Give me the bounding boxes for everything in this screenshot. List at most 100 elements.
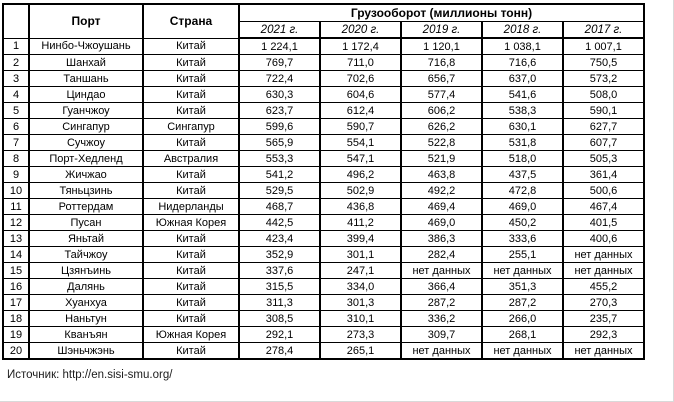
- value-cell-2017: 400,6: [562, 230, 645, 247]
- value-cell-2021: 423,4: [238, 230, 321, 247]
- value-cell-2018: 716,6: [481, 54, 564, 71]
- value-cell-2020: 411,2: [319, 214, 402, 231]
- rank-cell: 1: [2, 37, 30, 55]
- value-cell-2019: 282,4: [400, 246, 483, 263]
- value-cell-2020: 247,1: [319, 262, 402, 279]
- country-cell: Австралия: [142, 150, 240, 167]
- country-cell: Китай: [142, 37, 240, 55]
- table-row: 3 Таншань Китай 722,4 702,6 656,7 637,0 573,2: [2, 70, 645, 87]
- table-row: 11 Роттердам Нидерланды 468,7 436,8 469,4 469,…: [2, 198, 645, 215]
- port-cell: Нинбо-Чжоушань: [28, 37, 144, 55]
- value-cell-2020: 436,8: [319, 198, 402, 215]
- table-body: 1 Нинбо-Чжоушань Китай 1 224,1 1 172,4 1 120,…: [2, 37, 645, 360]
- rank-cell: 12: [2, 214, 30, 231]
- rank-cell: 20: [2, 342, 30, 360]
- value-cell-2018: 266,0: [481, 310, 564, 327]
- table-row: 17 Хуанхуа Китай 311,3 301,3 287,2 287,2 270,3: [2, 294, 645, 311]
- column-header-cargo-group: Грузооборот (миллионы тонн): [238, 3, 645, 22]
- value-cell-2020: 711,0: [319, 54, 402, 71]
- value-cell-2019: 656,7: [400, 70, 483, 87]
- table-row: 16 Далянь Китай 315,5 334,0 366,4 351,3 455,2: [2, 278, 645, 295]
- country-cell: Китай: [142, 54, 240, 71]
- port-cell: Жичжао: [28, 166, 144, 183]
- value-cell-2019: 309,7: [400, 326, 483, 343]
- value-cell-2020: 301,1: [319, 246, 402, 263]
- country-cell: Китай: [142, 278, 240, 295]
- value-cell-2020: 554,1: [319, 134, 402, 151]
- value-cell-2021: 308,5: [238, 310, 321, 327]
- value-cell-2021: 623,7: [238, 102, 321, 119]
- country-cell: Китай: [142, 182, 240, 199]
- value-cell-2021: 311,3: [238, 294, 321, 311]
- column-header-year-2018: 2018 г.: [481, 21, 564, 39]
- column-header-rank: [2, 3, 30, 39]
- value-cell-2018: 268,1: [481, 326, 564, 343]
- country-cell: Китай: [142, 342, 240, 360]
- rank-cell: 7: [2, 134, 30, 151]
- value-cell-2017: 1 007,1: [562, 37, 645, 55]
- port-cell: Цзянъинь: [28, 262, 144, 279]
- rank-cell: 6: [2, 118, 30, 135]
- port-cell: Наньтун: [28, 310, 144, 327]
- value-cell-2019: 492,2: [400, 182, 483, 199]
- value-cell-2017: 750,5: [562, 54, 645, 71]
- value-cell-2020: 604,6: [319, 86, 402, 103]
- value-cell-2019: 521,9: [400, 150, 483, 167]
- port-cell: Кванъян: [28, 326, 144, 343]
- table-row: 13 Яньтай Китай 423,4 399,4 386,3 333,6 400,6: [2, 230, 645, 247]
- table-row: 5 Гуанчжоу Китай 623,7 612,4 606,2 538,3 590,1: [2, 102, 645, 119]
- column-header-year-2020: 2020 г.: [319, 21, 402, 39]
- table-row: 12 Пусан Южная Корея 442,5 411,2 469,0 450,2 40…: [2, 214, 645, 231]
- value-cell-2018: 538,3: [481, 102, 564, 119]
- table-row: 15 Цзянъинь Китай 337,6 247,1 нет данных нет д…: [2, 262, 645, 279]
- value-cell-2017: 361,4: [562, 166, 645, 183]
- table-row: 4 Циндао Китай 630,3 604,6 577,4 541,6 508,0: [2, 86, 645, 103]
- table-row: 1 Нинбо-Чжоушань Китай 1 224,1 1 172,4 1 120,…: [2, 37, 645, 55]
- value-cell-2017: нет данных: [562, 246, 645, 263]
- value-cell-2018: нет данных: [481, 262, 564, 279]
- value-cell-2017: 467,4: [562, 198, 645, 215]
- column-header-country: Страна: [142, 3, 240, 39]
- country-cell: Китай: [142, 86, 240, 103]
- rank-cell: 11: [2, 198, 30, 215]
- value-cell-2017: 235,7: [562, 310, 645, 327]
- value-cell-2017: 590,1: [562, 102, 645, 119]
- value-cell-2017: 627,7: [562, 118, 645, 135]
- value-cell-2019: нет данных: [400, 262, 483, 279]
- country-cell: Южная Корея: [142, 214, 240, 231]
- value-cell-2019: 336,2: [400, 310, 483, 327]
- value-cell-2019: 463,8: [400, 166, 483, 183]
- port-cell: Яньтай: [28, 230, 144, 247]
- table-header: Порт Страна Грузооборот (миллионы тонн) …: [2, 3, 645, 39]
- value-cell-2017: нет данных: [562, 342, 645, 360]
- port-cell: Тяньцзинь: [28, 182, 144, 199]
- country-cell: Сингапур: [142, 118, 240, 135]
- table-row: 14 Тайчжоу Китай 352,9 301,1 282,4 255,1 нет да…: [2, 246, 645, 263]
- value-cell-2021: 553,3: [238, 150, 321, 167]
- table-row: 8 Порт-Хедленд Австралия 553,3 547,1 521,9 518…: [2, 150, 645, 167]
- value-cell-2018: 541,6: [481, 86, 564, 103]
- value-cell-2021: 278,4: [238, 342, 321, 360]
- rank-cell: 16: [2, 278, 30, 295]
- column-header-year-2017: 2017 г.: [562, 21, 645, 39]
- table-row: 7 Сучжоу Китай 565,9 554,1 522,8 531,8 607,7: [2, 134, 645, 151]
- value-cell-2018: 287,2: [481, 294, 564, 311]
- column-header-year-2021: 2021 г.: [238, 21, 321, 39]
- value-cell-2018: 531,8: [481, 134, 564, 151]
- country-cell: Китай: [142, 166, 240, 183]
- value-cell-2021: 1 224,1: [238, 37, 321, 55]
- value-cell-2019: 522,8: [400, 134, 483, 151]
- country-cell: Китай: [142, 102, 240, 119]
- value-cell-2020: 273,3: [319, 326, 402, 343]
- column-header-year-2019: 2019 г.: [400, 21, 483, 39]
- table-row: 19 Кванъян Южная Корея 292,1 273,3 309,7 268,1…: [2, 326, 645, 343]
- port-cell: Далянь: [28, 278, 144, 295]
- value-cell-2019: 287,2: [400, 294, 483, 311]
- value-cell-2021: 442,5: [238, 214, 321, 231]
- table-row: 6 Сингапур Сингапур 599,6 590,7 626,2 630,1 627…: [2, 118, 645, 135]
- value-cell-2020: 334,0: [319, 278, 402, 295]
- table-row: 18 Наньтун Китай 308,5 310,1 336,2 266,0 235,7: [2, 310, 645, 327]
- header-row-main: Порт Страна Грузооборот (миллионы тонн): [2, 3, 645, 39]
- value-cell-2019: 577,4: [400, 86, 483, 103]
- rank-cell: 13: [2, 230, 30, 247]
